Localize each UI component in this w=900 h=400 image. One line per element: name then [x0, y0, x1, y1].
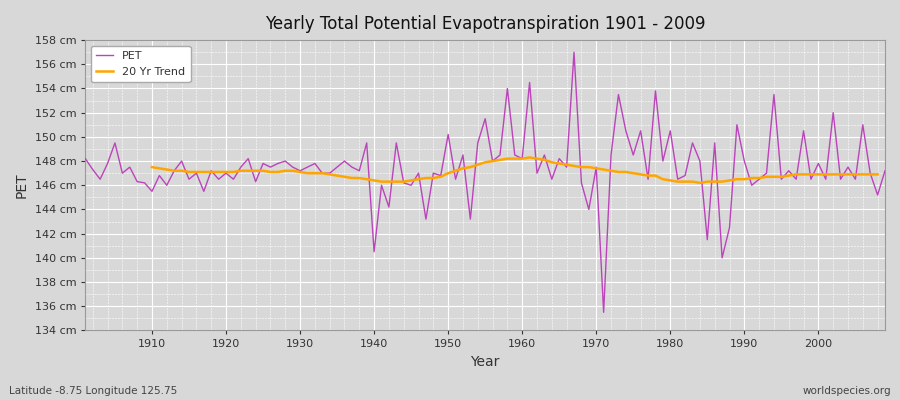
PET	[140, 180, 150, 185]
PET	[509, 153, 520, 158]
PET	[302, 165, 313, 170]
PET	[598, 310, 609, 315]
Text: worldspecies.org: worldspecies.org	[803, 386, 891, 396]
Title: Yearly Total Potential Evapotranspiration 1901 - 2009: Yearly Total Potential Evapotranspiratio…	[265, 15, 706, 33]
Legend: PET, 20 Yr Trend: PET, 20 Yr Trend	[91, 46, 191, 82]
X-axis label: Year: Year	[471, 355, 500, 369]
PET	[620, 128, 631, 133]
20 Yr Trend	[539, 158, 550, 162]
PET	[80, 156, 91, 161]
Line: 20 Yr Trend: 20 Yr Trend	[152, 158, 878, 183]
20 Yr Trend	[695, 180, 706, 185]
PET	[517, 156, 527, 161]
20 Yr Trend	[317, 171, 328, 176]
20 Yr Trend	[509, 156, 520, 161]
20 Yr Trend	[732, 177, 742, 182]
Y-axis label: PET: PET	[15, 172, 29, 198]
Text: Latitude -8.75 Longitude 125.75: Latitude -8.75 Longitude 125.75	[9, 386, 177, 396]
PET	[569, 50, 580, 55]
20 Yr Trend	[524, 155, 535, 160]
PET	[346, 165, 357, 170]
20 Yr Trend	[872, 172, 883, 177]
PET	[879, 168, 890, 173]
20 Yr Trend	[369, 178, 380, 183]
20 Yr Trend	[147, 165, 158, 170]
Line: PET: PET	[86, 52, 885, 312]
20 Yr Trend	[339, 174, 350, 179]
